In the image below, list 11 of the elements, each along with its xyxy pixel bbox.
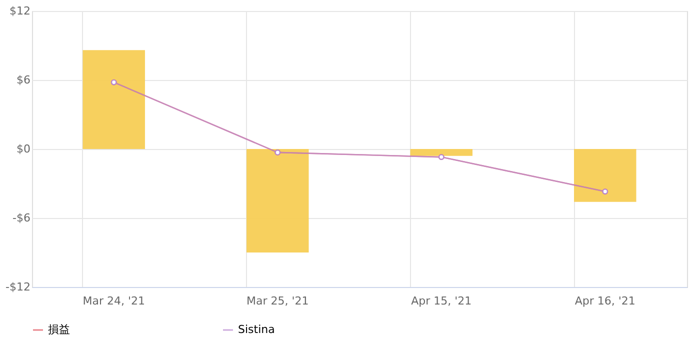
x-tick-label: Mar 24, '21 [82, 294, 146, 308]
x-tick-label: Apr 15, '21 [411, 294, 472, 308]
y-tick-label: -$12 [6, 280, 30, 294]
y-tick-label: $0 [16, 142, 30, 156]
legend-label: Sistina [238, 323, 275, 336]
y-tick-label: $6 [16, 74, 30, 86]
y-tick-label: $12 [10, 4, 30, 18]
legend-label: 損益 [48, 323, 70, 336]
x-tick-label: Mar 25, '21 [246, 294, 309, 308]
x-tick-label: Apr 16, '21 [574, 294, 636, 308]
y-tick-label: -$6 [12, 212, 30, 224]
